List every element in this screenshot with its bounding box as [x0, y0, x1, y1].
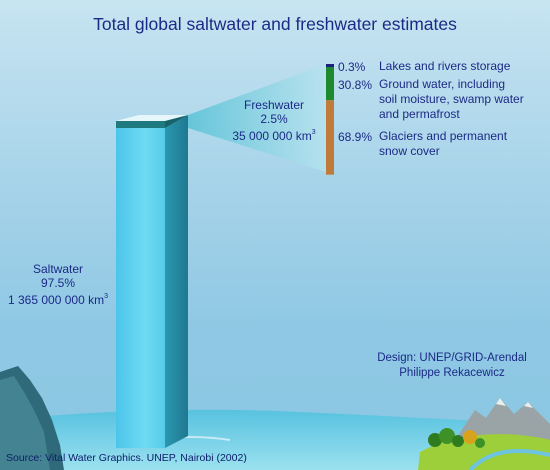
- segment-groundwater-bar: [326, 67, 334, 101]
- segment-glaciers-label: Glaciers and permanent snow cover: [379, 129, 508, 158]
- saltwater-label-block: Saltwater 97.5% 1 365 000 000 km3: [0, 262, 116, 307]
- source-note: Source: Vital Water Graphics. UNEP, Nair…: [6, 452, 247, 464]
- column-cap-top: [116, 115, 188, 121]
- freshwater-beam: [188, 64, 326, 172]
- freshwater-label-block: Freshwater 2.5% 35 000 000 km3: [218, 98, 330, 143]
- segment-groundwater-label: Ground water, including soil moisture, s…: [379, 77, 524, 121]
- mountains: [455, 398, 550, 445]
- segment-lakes-percent: 0.3%: [338, 60, 366, 74]
- saltwater-volume: 1 365 000 000 km3: [8, 293, 108, 307]
- saltwater-percent: 97.5%: [40, 276, 76, 290]
- segment-lakes-label: Lakes and rivers storage: [379, 59, 511, 73]
- column-side: [165, 115, 188, 448]
- trees: [428, 428, 485, 448]
- freshwater-percent: 2.5%: [260, 112, 288, 126]
- segment-lakes-bar: [326, 64, 334, 67]
- segment-groundwater-percent: 30.8%: [338, 78, 373, 92]
- freshwater-stacked-bar: [326, 64, 334, 175]
- saltwater-label: Saltwater: [32, 262, 84, 276]
- freshwater-label: Freshwater: [243, 98, 305, 112]
- land-island: [418, 434, 550, 470]
- design-credit: Design: UNEP/GRID-Arendal Philippe Rekac…: [377, 352, 527, 379]
- freshwater-cap-side: [165, 115, 188, 128]
- coast-cliff-highlight: [0, 376, 50, 470]
- chart-title: Total global saltwater and freshwater es…: [93, 14, 457, 34]
- column-front: [116, 128, 165, 448]
- freshwater-volume: 35 000 000 km3: [232, 129, 316, 143]
- freshwater-cap-front: [116, 121, 165, 128]
- saltwater-column: [116, 115, 188, 448]
- segment-glaciers-bar: [326, 100, 334, 175]
- mountain-snow: [496, 398, 533, 408]
- river: [468, 449, 550, 470]
- segment-glaciers-percent: 68.9%: [338, 130, 373, 144]
